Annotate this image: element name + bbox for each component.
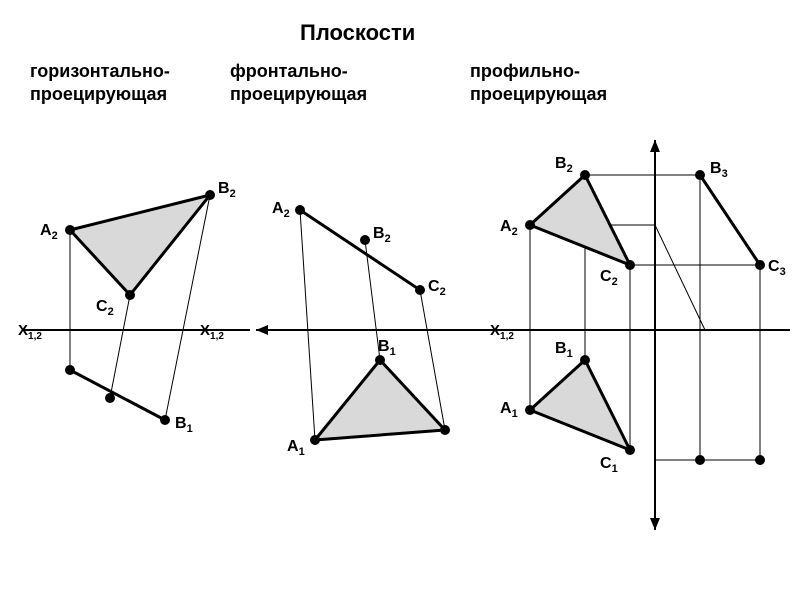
subtitle-2: профильно-проецирующая <box>470 60 607 107</box>
point-label: B2 <box>555 155 573 175</box>
point-label: B2 <box>373 225 391 245</box>
axis-label: X1,2 <box>490 322 514 342</box>
point-label: B3 <box>710 160 728 180</box>
point-label: C3 <box>768 258 786 278</box>
point-label: C2 <box>96 298 114 318</box>
point-label: C2 <box>600 268 618 288</box>
point-label: B1 <box>378 338 396 358</box>
point-label: B1 <box>555 340 573 360</box>
subtitle-1: фронтально-проецирующая <box>230 60 367 107</box>
point-label: B1 <box>175 415 193 435</box>
axis-label: X1,2 <box>18 322 42 342</box>
point-label: A1 <box>287 438 305 458</box>
point-label: C1 <box>600 455 618 475</box>
subtitle-0: горизонтально-проецирующая <box>30 60 170 107</box>
point-label: C2 <box>428 278 446 298</box>
point-label: B2 <box>218 180 236 200</box>
point-label: A2 <box>500 218 518 238</box>
axis-label: X1,2 <box>200 322 224 342</box>
point-label: A2 <box>272 200 290 220</box>
point-label: A2 <box>40 222 58 242</box>
point-label: A1 <box>500 400 518 420</box>
